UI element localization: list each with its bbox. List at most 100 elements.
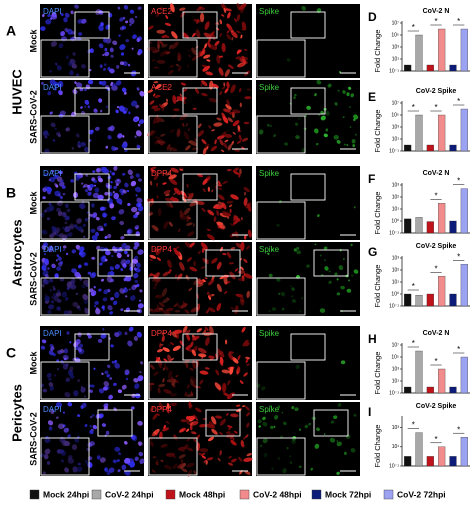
stain-signal [169,178,178,185]
stain-signal [308,422,312,426]
stain-signal [201,247,205,253]
condition-label: SARS-CoV-2 [28,252,38,306]
stain-signal [113,382,117,387]
stain-signal [247,229,252,238]
stain-signal [120,308,124,312]
stain-signal [77,264,82,269]
bar [449,456,457,467]
stain-signal [219,431,223,436]
stain-signal [89,273,96,279]
stain-signal [320,115,326,121]
stain-signal [120,52,125,56]
stain-signal [353,114,359,120]
stain-signal [205,336,210,346]
stain-signal [78,348,85,355]
stain-signal [110,181,113,184]
stain-signal [320,110,325,115]
stain-signal [123,266,127,269]
stain-signal [50,13,58,20]
stain-signal [122,172,126,176]
y-tick-label: 10³ [392,124,400,130]
stain-signal [243,121,250,125]
stain-signal [135,173,141,178]
stain-signal [201,64,207,68]
stain-signal [155,248,162,256]
stain-signal [41,339,47,344]
legend-swatch [311,489,322,500]
stain-signal [160,172,166,175]
stain-signal [219,139,224,146]
stain-signal [257,419,262,424]
stain-signal [93,108,98,113]
inset-box [148,115,198,154]
stain-signal [165,35,170,39]
stain-label: DAPI [43,83,62,92]
stain-signal [228,352,234,361]
stain-signal [118,209,125,215]
stain-signal [47,420,54,426]
stain-signal [237,354,241,361]
stain-signal [190,431,197,435]
stain-signal [196,19,199,24]
stain-signal [137,6,142,10]
stain-signal [104,47,108,52]
inset-box [40,277,90,316]
condition-label: SARS-CoV-2 [28,412,38,466]
stain-signal [94,301,99,305]
stain-signal [211,257,218,264]
stain-signal [109,271,115,276]
stain-signal [129,175,134,179]
inset-box [256,201,306,240]
stain-signal [336,471,340,475]
stain-signal [75,82,83,88]
stain-signal [113,165,118,171]
stain-signal [98,177,103,183]
bar [426,456,434,467]
stain-label: Spike [259,245,280,254]
stain-signal [119,220,125,226]
zoom-box [74,11,110,39]
stain-signal [165,421,170,424]
stain-signal [42,187,47,193]
stain-signal [240,6,245,14]
stain-signal [167,259,172,269]
y-tick-label: 10¹ [392,136,400,142]
stain-signal [96,455,101,460]
stain-signal [296,250,301,255]
stain-signal [155,84,162,90]
stain-signal [123,4,129,10]
stain-signal [93,184,97,187]
stain-signal [42,196,46,200]
stain-signal [130,100,138,107]
stain-signal [134,241,140,248]
stain-signal [118,105,125,112]
inset-box [148,361,198,400]
stain-signal [195,407,202,413]
stain-signal [43,242,49,247]
stain-signal [175,246,180,249]
stain-signal [99,64,103,68]
stain-signal [112,246,116,251]
stain-signal [240,266,244,271]
stain-label: DAPI [43,245,62,254]
stain-signal [205,423,215,428]
stain-signal [114,147,119,151]
significance-mark: * [457,425,460,434]
stain-signal [127,340,133,347]
inset-box [256,361,306,400]
stain-signal [149,254,157,259]
stain-signal [202,65,211,72]
inset-box [40,115,90,154]
stain-signal [238,456,243,462]
stain-signal [104,191,109,196]
stain-signal [92,192,99,199]
stain-signal [201,138,207,145]
stain-signal [208,279,215,286]
stain-signal [231,37,234,41]
stain-signal [199,423,207,428]
stain-signal [133,377,139,383]
stain-signal [198,353,207,358]
stain-signal [323,433,326,435]
stain-signal [353,269,359,274]
inset-box [148,277,198,316]
